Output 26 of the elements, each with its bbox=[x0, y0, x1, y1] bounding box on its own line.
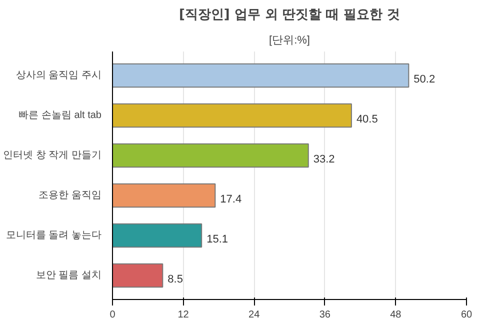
bar bbox=[112, 183, 216, 208]
y-tick-label: 상사의 움직임 주시 bbox=[16, 70, 102, 81]
x-tick-label: 60 bbox=[460, 310, 472, 320]
y-tick-label: 빠른 손놀림 alt tab bbox=[18, 110, 102, 121]
chart-subtitle: [단위:%] bbox=[269, 34, 310, 46]
data-label: 8.5 bbox=[168, 274, 183, 286]
x-tick-label: 36 bbox=[319, 310, 331, 320]
x-tick-label: 24 bbox=[248, 310, 260, 320]
data-label: 33.2 bbox=[313, 154, 335, 166]
bar bbox=[112, 143, 309, 168]
bar bbox=[112, 263, 164, 288]
chart-title: [직장인] 업무 외 딴짓할 때 필요한 것 bbox=[178, 8, 400, 22]
x-tick-label: 0 bbox=[110, 310, 116, 320]
data-label: 17.4 bbox=[220, 194, 242, 206]
y-tick-label: 인터넷 창 작게 만들기 bbox=[3, 150, 102, 161]
data-label: 40.5 bbox=[356, 114, 378, 126]
x-tick-label: 12 bbox=[178, 310, 190, 320]
y-tick-label: 모니터를 돌려 놓는다 bbox=[6, 230, 102, 241]
y-tick-label: 조용한 움직임 bbox=[38, 190, 102, 201]
bar bbox=[112, 63, 410, 88]
data-label: 15.1 bbox=[206, 234, 228, 246]
data-label: 50.2 bbox=[414, 74, 436, 86]
y-tick-label: 보안 필름 설치 bbox=[36, 270, 102, 281]
x-tick-label: 48 bbox=[390, 310, 402, 320]
bar bbox=[112, 103, 352, 128]
bar bbox=[112, 223, 202, 248]
